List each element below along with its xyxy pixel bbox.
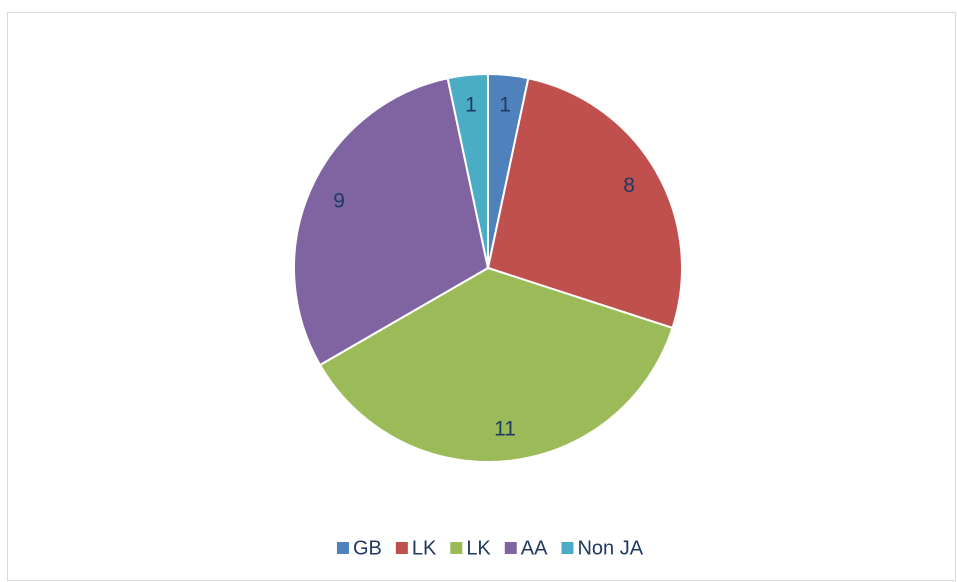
data-label: 11 <box>494 418 516 441</box>
data-label: 9 <box>333 189 345 212</box>
legend-swatch <box>504 542 517 554</box>
legend-swatch <box>450 542 463 554</box>
data-label: 1 <box>465 93 477 116</box>
legend-label: Non JA <box>577 537 643 559</box>
pie-slice <box>318 266 674 463</box>
legend-label: LK <box>466 537 491 559</box>
legend-swatch <box>561 542 574 554</box>
pie-slice <box>293 77 490 367</box>
legend-swatch <box>336 542 349 554</box>
legend-label: GB <box>353 537 382 559</box>
pie-slice <box>486 77 683 330</box>
pie-slice <box>446 72 489 269</box>
legend-swatch <box>395 542 408 554</box>
legend-label: LK <box>412 537 437 559</box>
data-label: 1 <box>499 93 511 116</box>
legend-label: AA <box>521 537 548 559</box>
data-label: 8 <box>623 174 635 197</box>
